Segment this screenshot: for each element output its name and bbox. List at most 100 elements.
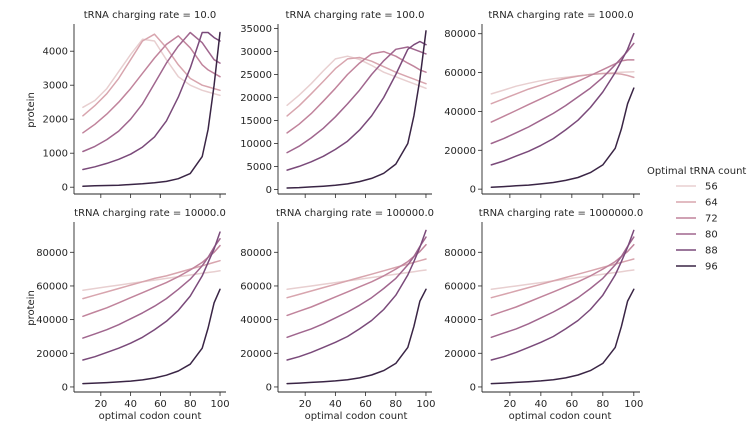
series-line-80: [82, 238, 221, 339]
y-tick-label: 60000: [36, 281, 68, 292]
y-tick-label: 0: [62, 183, 68, 194]
series-line-72: [82, 35, 221, 134]
series-line-96: [82, 288, 221, 385]
x-tick-label: 40: [329, 399, 342, 410]
y-tick-label: 60000: [444, 281, 476, 292]
series-line-72: [490, 59, 635, 123]
y-tick-label: 2000: [43, 115, 68, 126]
legend-label: 56: [705, 182, 718, 193]
y-tick-label: 40000: [444, 315, 476, 326]
y-tick-label: 0: [470, 185, 476, 196]
series-line-80: [490, 42, 635, 145]
y-tick-label: 30000: [240, 47, 272, 58]
series-line-96: [286, 288, 427, 385]
panel-1: tRNA charging rate = 10.0 0 1000 2000 3000 40…: [43, 10, 226, 198]
series-line-96: [490, 288, 635, 385]
legend-label: 64: [705, 198, 718, 209]
series-line-80: [82, 31, 221, 153]
x-tick-label: 80: [389, 399, 402, 410]
series-line-88: [490, 32, 635, 166]
series-line-88: [82, 31, 221, 171]
panel-title: tRNA charging rate = 10.0: [84, 10, 217, 21]
series-line-56: [286, 269, 427, 291]
x-tick-label: 40: [534, 399, 547, 410]
x-axis-label-col-2: optimal codon count: [305, 411, 408, 422]
panel-2: tRNA charging rate = 100.0 0 5000 10000 1500…: [240, 10, 432, 198]
legend-label: 88: [705, 246, 718, 257]
panel-6: tRNA charging rate = 1000000.0 0 20000 4000…: [444, 208, 643, 410]
y-tick-label: 20000: [444, 146, 476, 157]
y-tick-label: 20000: [240, 93, 272, 104]
series-line-64: [82, 33, 221, 117]
panel-3: tRNA charging rate = 1000.0 0 20000 40000 60…: [444, 10, 640, 198]
y-tick-label: 4000: [43, 47, 68, 58]
x-tick-label: 20: [94, 399, 107, 410]
y-tick-label: 80000: [36, 248, 68, 259]
panel-5: tRNA charging rate = 100000.0 0 20000 40000…: [240, 208, 435, 410]
x-tick-label: 100: [624, 399, 643, 410]
y-tick-label: 60000: [444, 68, 476, 79]
x-tick-label: 100: [210, 399, 229, 410]
series-line-96: [82, 31, 221, 187]
series-line-80: [490, 236, 635, 339]
y-axis-label-row-2: protein: [26, 290, 37, 326]
legend-title: Optimal tRNA count: [647, 166, 746, 177]
series-line-56: [286, 55, 427, 107]
y-tick-label: 0: [266, 185, 272, 196]
series-line-80: [286, 46, 427, 154]
y-tick-label: 15000: [240, 116, 272, 127]
y-tick-label: 20000: [36, 349, 68, 360]
series-line-64: [490, 72, 635, 105]
series-line-88: [286, 229, 427, 361]
panel-4: tRNA charging rate = 10000.0 0 20000 40000 6…: [36, 208, 229, 410]
y-tick-label: 20000: [240, 349, 272, 360]
x-axis-label-col-1: optimal codon count: [99, 411, 202, 422]
y-tick-label: 60000: [240, 281, 272, 292]
series-line-80: [286, 236, 427, 339]
x-axis-label-col-3: optimal codon count: [509, 411, 612, 422]
panel-title: tRNA charging rate = 1000.0: [488, 10, 633, 21]
y-tick-label: 40000: [444, 107, 476, 118]
x-tick-label: 20: [504, 399, 517, 410]
y-tick-label: 5000: [247, 162, 272, 173]
panel-title: tRNA charging rate = 1000000.0: [479, 208, 643, 219]
x-tick-label: 20: [299, 399, 312, 410]
y-tick-label: 80000: [240, 248, 272, 259]
panel-title: tRNA charging rate = 100000.0: [276, 208, 434, 219]
y-tick-label: 3000: [43, 81, 68, 92]
series-line-56: [490, 269, 635, 291]
legend-label: 96: [705, 262, 718, 273]
series-line-56: [490, 71, 635, 95]
y-axis-label-row-1: protein: [26, 92, 37, 128]
y-tick-label: 0: [266, 382, 272, 393]
y-tick-label: 35000: [240, 24, 272, 35]
y-tick-label: 1000: [43, 149, 68, 160]
legend-label: 72: [705, 214, 718, 225]
legend-label: 80: [705, 230, 718, 241]
y-tick-label: 40000: [240, 315, 272, 326]
chart-panels: tRNA charging rate = 10.0010002000300040…: [36, 10, 643, 410]
x-tick-label: 80: [184, 399, 197, 410]
series-line-72: [286, 50, 427, 134]
series-line-88: [490, 229, 635, 361]
x-tick-label: 60: [565, 399, 578, 410]
series-line-96: [286, 30, 427, 189]
x-tick-label: 60: [359, 399, 372, 410]
y-tick-label: 0: [470, 382, 476, 393]
y-tick-label: 80000: [444, 29, 476, 40]
y-tick-label: 20000: [444, 349, 476, 360]
y-tick-label: 0: [62, 382, 68, 393]
y-tick-label: 25000: [240, 70, 272, 81]
x-tick-label: 40: [124, 399, 137, 410]
series-line-88: [82, 231, 221, 361]
series-line-88: [286, 40, 427, 171]
x-tick-label: 100: [416, 399, 435, 410]
y-tick-label: 10000: [240, 139, 272, 150]
x-tick-label: 80: [596, 399, 609, 410]
panel-title: tRNA charging rate = 100.0: [286, 10, 425, 21]
series-line-56: [82, 270, 221, 291]
legend: Optimal tRNA count 56 64 72 80 88 96: [647, 166, 746, 273]
series-line-96: [490, 87, 635, 188]
x-tick-label: 60: [154, 399, 167, 410]
